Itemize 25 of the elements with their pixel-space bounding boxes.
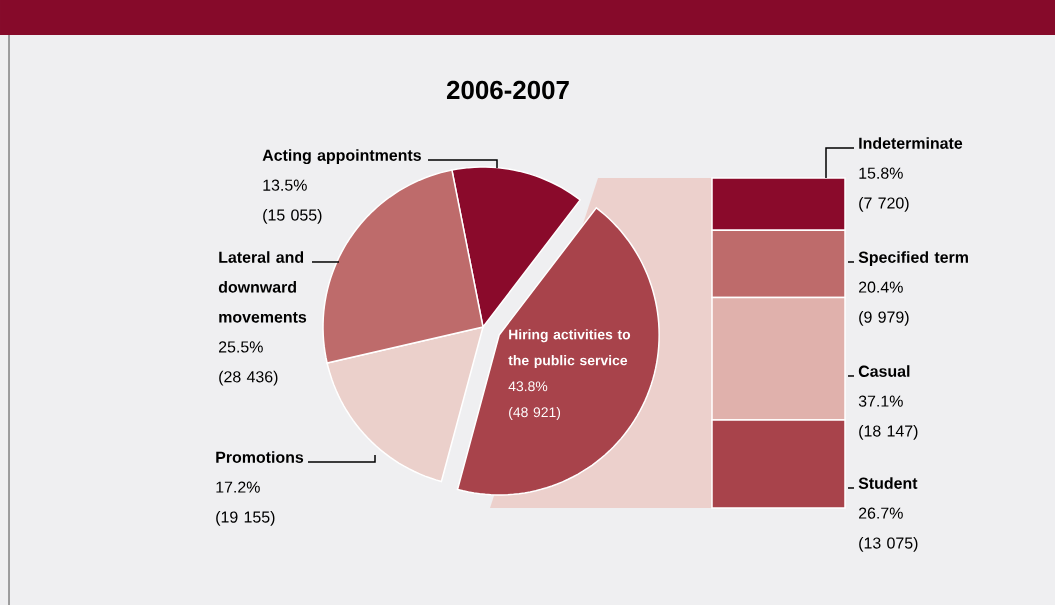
- data-label: 37.1%: [858, 395, 903, 407]
- text: (7 720): [859, 197, 909, 212]
- chart-title: 2006-2007: [446, 80, 569, 100]
- slice-label: Hiring activities to the public service: [508, 329, 631, 369]
- text: (13 075): [859, 537, 918, 552]
- slice-label: Promotions: [216, 451, 304, 464]
- data-label: 26.7%: [859, 507, 903, 519]
- text: (15 055): [263, 209, 322, 224]
- text: (48 921): [509, 407, 561, 421]
- series-label: Student: [858, 477, 918, 490]
- data-label: 17.2%: [216, 481, 260, 493]
- data-label: 15.8%: [859, 167, 903, 179]
- text: (28 436): [219, 370, 278, 386]
- data-label: 13.5%: [263, 179, 307, 191]
- data-label: 20.4%: [859, 281, 903, 293]
- category-label: Lateral and downward movements: [218, 251, 307, 323]
- text: (18 147): [859, 425, 918, 440]
- data-label: 25.5%: [219, 341, 263, 353]
- series-label: Casual: [858, 365, 910, 378]
- text: (19 155): [216, 511, 275, 526]
- slice-label: Acting appointments: [262, 149, 421, 165]
- text: (9 979): [859, 311, 909, 326]
- text: Indeterminate: [859, 137, 963, 150]
- series-label: Specified term: [858, 251, 968, 267]
- data-label: 43.8%: [508, 381, 548, 392]
